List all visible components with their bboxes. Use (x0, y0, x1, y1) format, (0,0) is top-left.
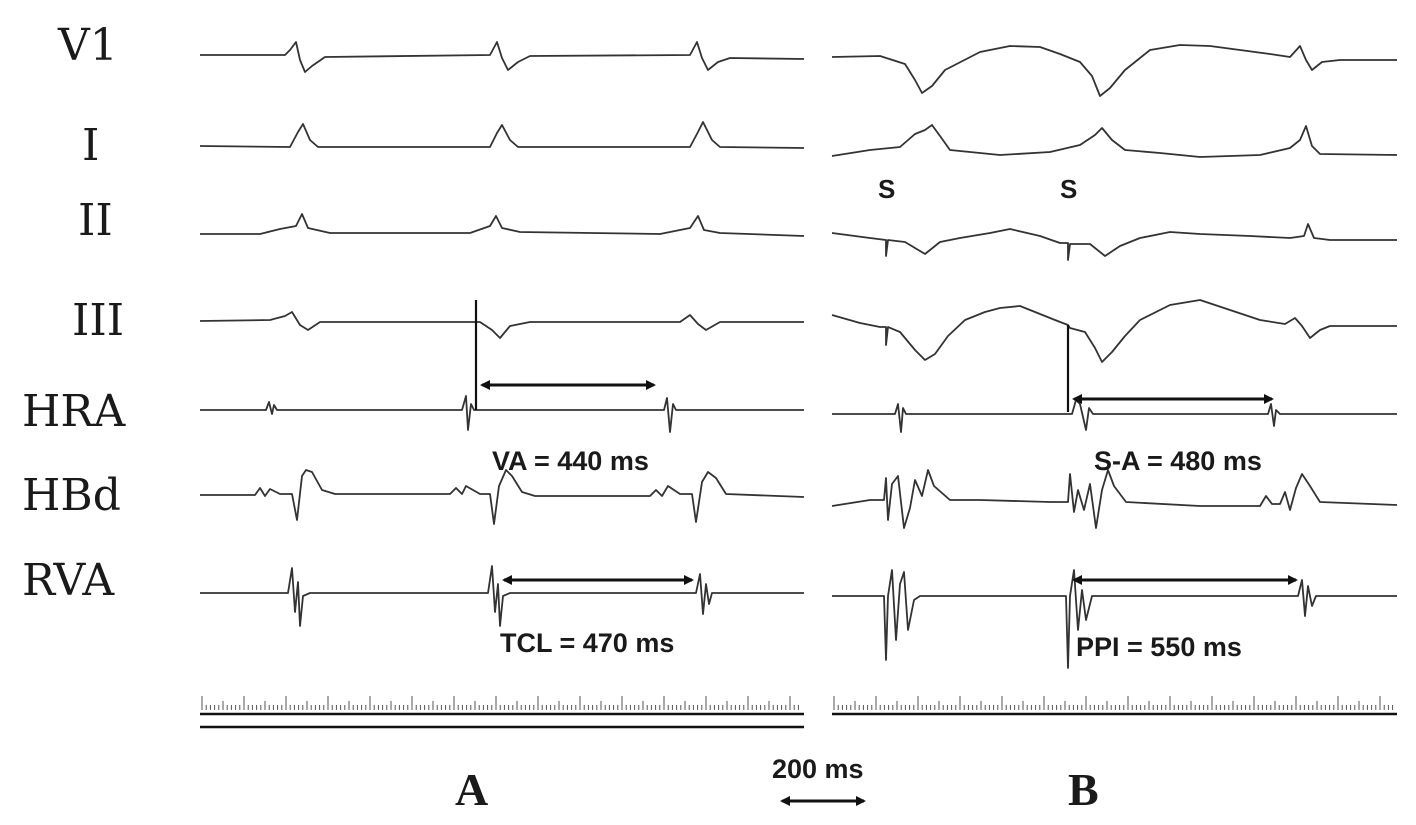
trace-b-iii (831, 299, 1397, 363)
lead-label-iii: III (72, 295, 124, 346)
sa-interval-label: S-A = 480 ms (1094, 446, 1262, 476)
trace-a-iii (199, 311, 804, 339)
lead-label-ii: II (78, 195, 113, 246)
va-interval-label: VA = 440 ms (492, 446, 649, 476)
stim-label-2: S (1060, 174, 1077, 204)
ruler-b-ticks (833, 696, 1394, 710)
lead-label-v1: V1 (57, 20, 118, 71)
trace-a-i (199, 121, 805, 149)
trace-a-v1 (200, 41, 805, 73)
stim-label-1: S (878, 174, 895, 204)
trace-b-hra (832, 399, 1397, 433)
tcl-interval-label: TCL = 470 ms (500, 628, 674, 658)
ppi-interval-label: PPI = 550 ms (1076, 632, 1242, 662)
trace-a-hra (200, 395, 804, 433)
time-ruler-b (832, 696, 1397, 716)
trace-b-rva (832, 569, 1397, 669)
trace-b-v1 (831, 44, 1397, 97)
trace-a-rva (200, 565, 804, 627)
trace-a-ii (200, 213, 805, 237)
trace-a-hbd (200, 469, 805, 525)
panel-b-traces (831, 44, 1398, 669)
panel-a-traces (199, 41, 805, 627)
panel-label-b: B (1068, 764, 1099, 815)
ruler-a-ticks (201, 696, 799, 710)
trace-b-ii (831, 223, 1397, 261)
time-ruler-a (200, 696, 804, 729)
lead-label-hra: HRA (22, 386, 127, 437)
lead-label-hbd: HBd (22, 470, 121, 521)
panel-label-a: A (455, 764, 488, 815)
scale-bar-label: 200 ms (772, 754, 864, 784)
lead-label-rva: RVA (22, 555, 115, 606)
trace-b-i (831, 124, 1398, 158)
lead-label-i: I (82, 120, 99, 171)
trace-b-hbd (831, 469, 1398, 529)
